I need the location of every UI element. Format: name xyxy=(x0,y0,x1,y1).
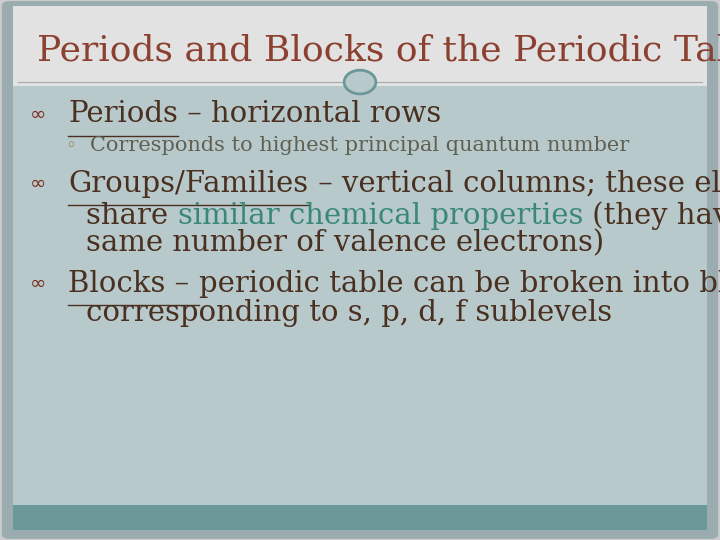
Circle shape xyxy=(344,70,376,94)
Text: similar chemical properties: similar chemical properties xyxy=(178,202,583,230)
FancyBboxPatch shape xyxy=(3,2,717,538)
Text: ◦: ◦ xyxy=(65,137,76,155)
Text: Periods: Periods xyxy=(68,100,179,129)
Text: Groups/Families: Groups/Families xyxy=(68,170,309,198)
Text: periodic table can be broken into blocks: periodic table can be broken into blocks xyxy=(199,269,720,298)
Text: corresponding to s, p, d, f sublevels: corresponding to s, p, d, f sublevels xyxy=(86,299,613,327)
Text: ∞: ∞ xyxy=(30,105,47,124)
Bar xyxy=(13,6,707,86)
Text: ∞: ∞ xyxy=(30,174,47,193)
Text: similar chemical properties: similar chemical properties xyxy=(178,202,583,230)
Text: Corresponds to highest principal quantum number: Corresponds to highest principal quantum… xyxy=(90,136,629,156)
Text: same number of valence electrons): same number of valence electrons) xyxy=(86,229,605,257)
Text: – vertical columns; these elements: – vertical columns; these elements xyxy=(309,170,720,198)
Text: Blocks –: Blocks – xyxy=(68,269,199,298)
Text: ∞: ∞ xyxy=(30,274,47,293)
Text: – horizontal rows: – horizontal rows xyxy=(179,100,441,129)
Text: Periods and Blocks of the Periodic Table: Periods and Blocks of the Periodic Table xyxy=(37,34,720,68)
Text: share: share xyxy=(86,202,178,230)
Bar xyxy=(13,86,707,505)
Text: (they have the: (they have the xyxy=(583,201,720,231)
Text: share: share xyxy=(86,202,178,230)
Bar xyxy=(13,505,707,530)
